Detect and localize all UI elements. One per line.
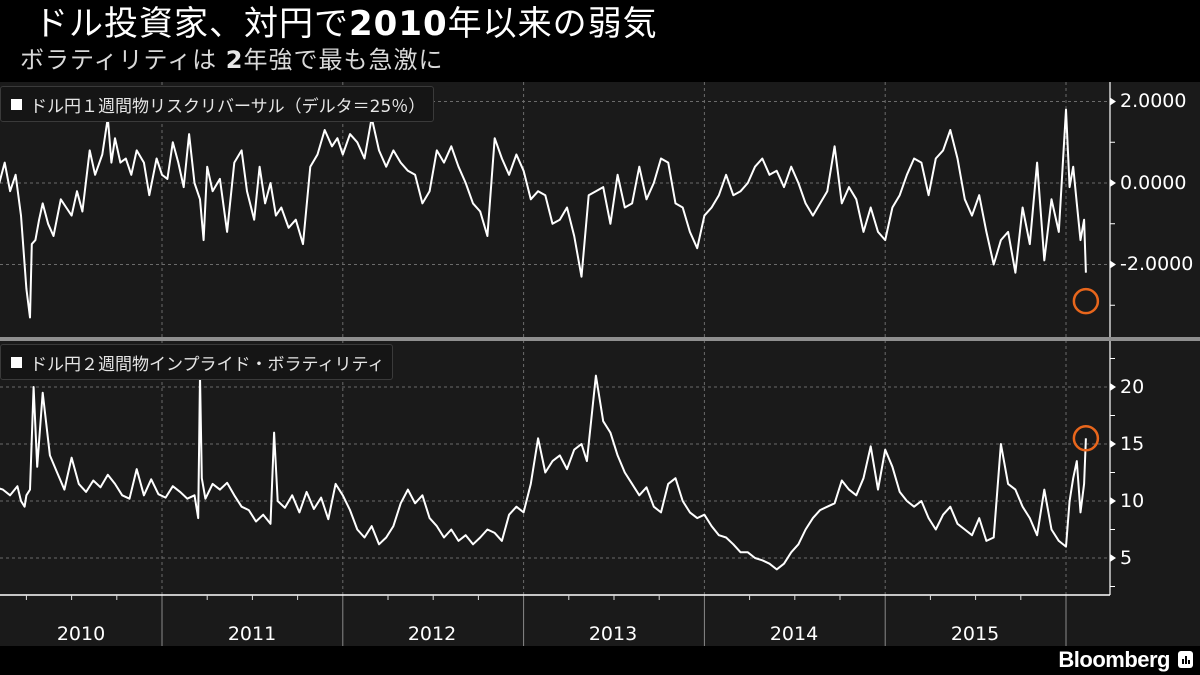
chart-title: ドル投資家、対円で2010年以来の弱気 bbox=[34, 4, 658, 44]
chart-plot bbox=[0, 82, 1200, 646]
legend-risk-reversal: ドル円１週間物リスクリバーサル（デルタ＝25％） bbox=[0, 86, 435, 122]
legend-label: ドル円２週間物インプライド・ボラティリティ bbox=[30, 354, 385, 375]
y-tick-top-0: 2.0000 bbox=[1120, 90, 1187, 112]
chart-area: ドル円１週間物リスクリバーサル（デルタ＝25％） ドル円２週間物インプライド・ボ… bbox=[0, 82, 1200, 646]
bloomberg-logo: Bloomberg bbox=[1058, 647, 1170, 672]
legend-implied-volatility: ドル円２週間物インプライド・ボラティリティ bbox=[0, 344, 394, 380]
legend-label: ドル円１週間物リスクリバーサル（デルタ＝25％） bbox=[30, 96, 426, 117]
x-label-2014: 2014 bbox=[769, 623, 819, 645]
y-tick-bottom-1: 15 bbox=[1120, 433, 1145, 455]
legend-swatch-icon bbox=[11, 356, 22, 368]
x-label-2012: 2012 bbox=[407, 623, 457, 645]
y-tick-top-2: -2.0000 bbox=[1120, 253, 1194, 275]
bloomberg-chart-icon bbox=[1178, 651, 1193, 668]
chart-subtitle: ボラティリティは 2年強で最も急激に bbox=[20, 46, 444, 74]
y-tick-bottom-3: 5 bbox=[1120, 547, 1133, 569]
x-label-2015: 2015 bbox=[950, 623, 1000, 645]
x-label-2011: 2011 bbox=[227, 623, 277, 645]
y-tick-bottom-2: 10 bbox=[1120, 490, 1145, 512]
x-label-2010: 2010 bbox=[56, 623, 106, 645]
y-tick-bottom-0: 20 bbox=[1120, 376, 1145, 398]
x-label-2013: 2013 bbox=[588, 623, 638, 645]
legend-swatch-icon bbox=[11, 98, 22, 110]
y-tick-top-1: 0.0000 bbox=[1120, 172, 1187, 194]
